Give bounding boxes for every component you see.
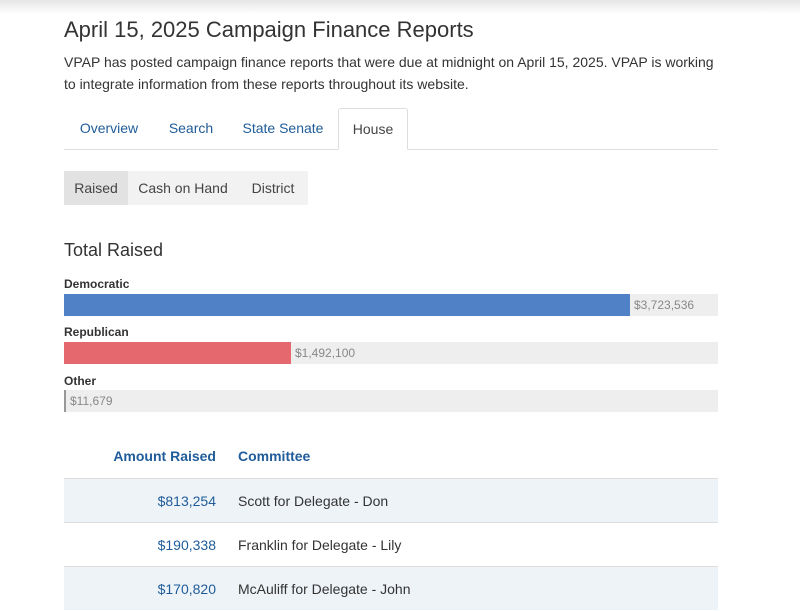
bar-republican — [64, 342, 291, 364]
section-title: Total Raised — [64, 240, 164, 260]
view-toggle-group: Raised Cash on Hand District — [64, 171, 308, 205]
column-header-amount[interactable]: Amount Raised — [113, 448, 216, 464]
page-title: April 15, 2025 Campaign Finance Reports — [64, 17, 474, 42]
column-header-committee[interactable]: Committee — [238, 448, 311, 464]
tab-bar: Overview Search State Senate House — [64, 108, 718, 150]
pill-raised[interactable]: Raised — [64, 171, 128, 205]
tab-overview[interactable]: Overview — [79, 120, 139, 136]
table-row: $170,820 McAuliff for Delegate - John — [64, 566, 718, 610]
bar-track-other: $11,679 — [64, 390, 718, 412]
bar-other — [64, 390, 66, 412]
top-shadow — [0, 0, 800, 14]
pill-district[interactable]: District — [251, 180, 295, 196]
tab-house[interactable]: House — [338, 108, 408, 150]
bar-democratic — [64, 294, 630, 316]
bar-value-democratic: $3,723,536 — [634, 298, 695, 312]
amount-cell[interactable]: $170,820 — [157, 581, 216, 597]
bar-track-republican: $1,492,100 — [64, 342, 718, 364]
bar-label-republican: Republican — [64, 325, 129, 339]
tab-state-senate[interactable]: State Senate — [242, 120, 324, 136]
bar-value-republican: $1,492,100 — [295, 346, 356, 360]
pill-cash-on-hand[interactable]: Cash on Hand — [138, 180, 228, 196]
bar-label-other: Other — [64, 374, 97, 388]
intro-text: VPAP has posted campaign finance reports… — [64, 54, 714, 92]
table-row: $813,254 Scott for Delegate - Don — [64, 478, 718, 522]
committee-cell: Franklin for Delegate - Lily — [238, 537, 402, 553]
amount-cell[interactable]: $190,338 — [157, 537, 216, 553]
bar-track-democratic: $3,723,536 — [64, 294, 718, 316]
tab-search[interactable]: Search — [168, 120, 214, 136]
bar-label-democratic: Democratic — [64, 277, 130, 291]
amount-cell[interactable]: $813,254 — [157, 493, 216, 509]
bar-value-other: $11,679 — [70, 394, 113, 408]
committee-cell: McAuliff for Delegate - John — [238, 581, 411, 597]
table-row: $190,338 Franklin for Delegate - Lily — [64, 522, 718, 566]
committee-cell: Scott for Delegate - Don — [238, 493, 389, 509]
